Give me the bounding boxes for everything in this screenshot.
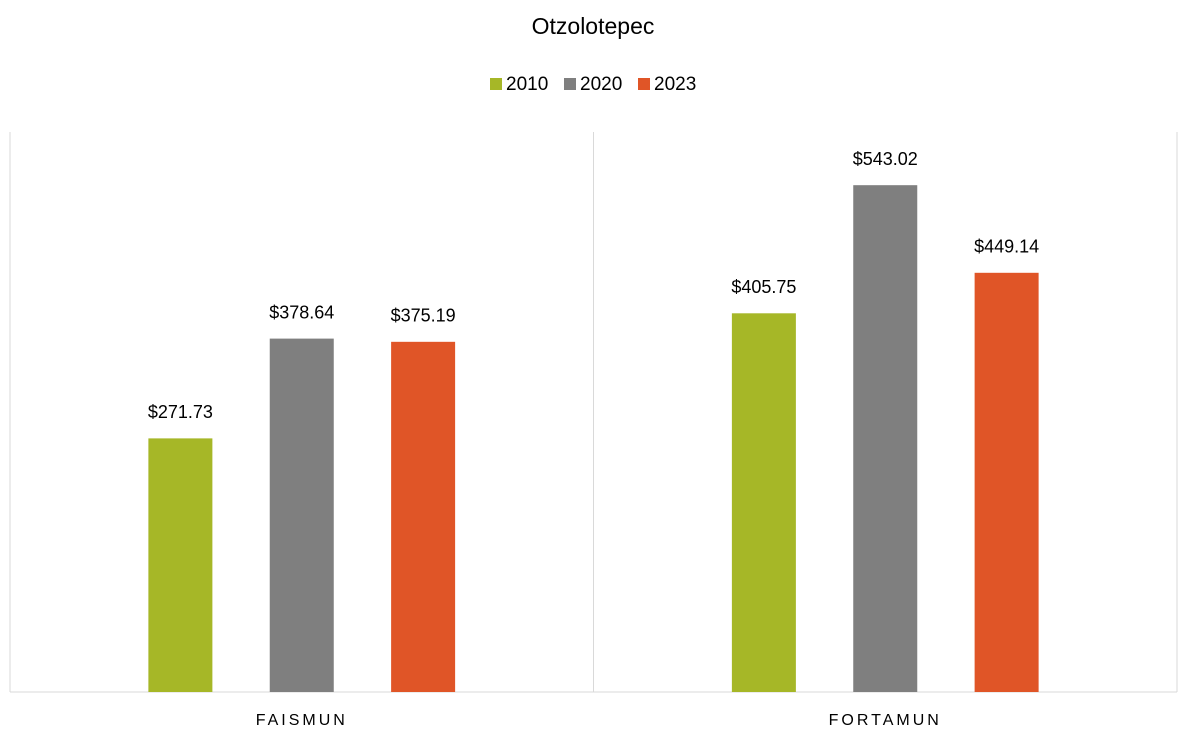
bar <box>853 185 918 692</box>
data-label: $375.19 <box>391 306 456 326</box>
legend-label: 2010 <box>506 74 548 95</box>
data-label: $543.02 <box>853 149 918 169</box>
legend-label: 2023 <box>654 74 696 95</box>
bar <box>269 338 334 692</box>
x-tick-label: FORTAMUN <box>829 712 942 729</box>
chart-title: Otzolotepec <box>532 13 655 39</box>
legend-swatch <box>490 78 502 90</box>
bar <box>391 341 456 692</box>
data-label: $271.73 <box>148 402 213 422</box>
legend-swatch <box>564 78 576 90</box>
bar <box>974 272 1039 692</box>
bar <box>148 438 213 692</box>
bar <box>731 313 796 692</box>
data-label: $378.64 <box>269 302 334 322</box>
legend-label: 2020 <box>580 74 622 95</box>
x-tick-label: FAISMUN <box>256 712 348 729</box>
data-label: $405.75 <box>731 277 796 297</box>
legend-swatch <box>638 78 650 90</box>
data-label: $449.14 <box>974 237 1039 257</box>
